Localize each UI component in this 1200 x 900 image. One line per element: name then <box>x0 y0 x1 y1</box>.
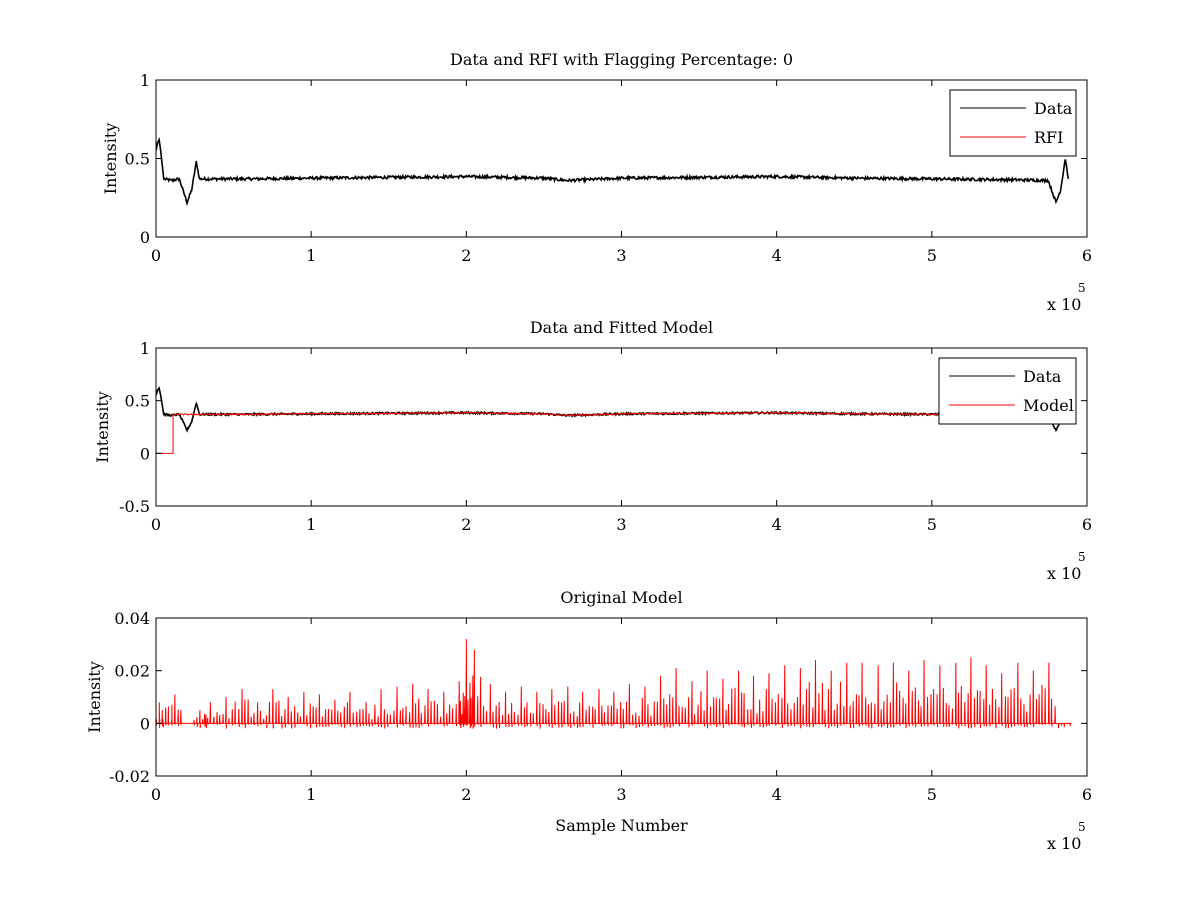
x-tick-label: 1 <box>306 246 316 265</box>
y-axis-label: Intensity <box>101 123 120 195</box>
subplot-title: Original Model <box>560 588 682 607</box>
x-tick-label: 3 <box>616 246 626 265</box>
legend: Data RFI <box>949 89 1077 157</box>
legend-box <box>949 89 1077 157</box>
legend-box <box>938 357 1077 425</box>
series-line-data <box>156 136 1070 207</box>
series-line-model <box>156 639 1072 729</box>
y-tick-label: 0.5 <box>125 150 150 169</box>
x-tick-label: 1 <box>306 785 316 804</box>
legend-entry-label: RFI <box>1034 128 1063 147</box>
x-multiplier-exponent: 5 <box>1078 550 1086 564</box>
subplot-title: Data and Fitted Model <box>530 318 713 337</box>
legend-entry-label: Data <box>1023 367 1062 386</box>
series-line-model <box>156 411 1049 454</box>
x-tick-label: 5 <box>927 246 937 265</box>
x-tick-label: 0 <box>151 515 161 534</box>
axes-box <box>155 617 1088 777</box>
x-multiplier-exponent: 5 <box>1078 820 1086 834</box>
x-tick-label: 0 <box>151 785 161 804</box>
x-multiplier-label: x 10 <box>1047 834 1081 853</box>
legend-entry-label: Data <box>1034 99 1073 118</box>
x-tick-label: 6 <box>1082 785 1092 804</box>
plot-area <box>156 386 1070 454</box>
x-tick-label: 4 <box>772 515 782 534</box>
y-tick-label: 1 <box>140 71 150 90</box>
legend-entry-label: Model <box>1023 396 1074 415</box>
x-tick-label: 5 <box>927 515 937 534</box>
x-multiplier-exponent: 5 <box>1078 281 1086 295</box>
y-axis-label: Intensity <box>93 391 112 463</box>
x-tick-label: 1 <box>306 515 316 534</box>
x-tick-label: 4 <box>772 246 782 265</box>
y-tick-label: 0 <box>140 444 150 463</box>
y-tick-label: -0.02 <box>109 767 150 786</box>
x-axis-label: Sample Number <box>555 816 688 835</box>
y-tick-label: 0.04 <box>114 609 150 628</box>
series-line-data <box>156 386 1070 433</box>
y-tick-label: 1 <box>140 339 150 358</box>
x-tick-label: 2 <box>461 246 471 265</box>
subplot-1: 0 1 2 3 4 5 6 0 0.5 1 Data and RFI with Flagging P… <box>101 50 1092 314</box>
x-tick-label: 0 <box>151 246 161 265</box>
y-tick-label: -0.5 <box>119 497 150 516</box>
x-tick-label: 3 <box>616 785 626 804</box>
y-tick-label: 0 <box>140 228 150 247</box>
x-multiplier-label: x 10 <box>1047 295 1081 314</box>
y-tick-label: 0.02 <box>114 662 150 681</box>
y-tick-label: 0.5 <box>125 392 150 411</box>
x-tick-label: 3 <box>616 515 626 534</box>
plot-area <box>156 639 1072 729</box>
x-tick-label: 6 <box>1082 246 1092 265</box>
x-tick-label: 4 <box>772 785 782 804</box>
legend: Data Model <box>938 357 1077 425</box>
plot-area <box>156 136 1070 207</box>
x-tick-label: 5 <box>927 785 937 804</box>
y-axis-label: Intensity <box>85 661 104 733</box>
x-multiplier-label: x 10 <box>1047 564 1081 583</box>
x-tick-label: 6 <box>1082 515 1092 534</box>
x-tick-label: 2 <box>461 515 471 534</box>
axes-box <box>155 79 1088 238</box>
y-tick-label: 0 <box>140 714 150 733</box>
subplot-title: Data and RFI with Flagging Percentage: 0 <box>450 50 793 69</box>
x-tick-label: 2 <box>461 785 471 804</box>
